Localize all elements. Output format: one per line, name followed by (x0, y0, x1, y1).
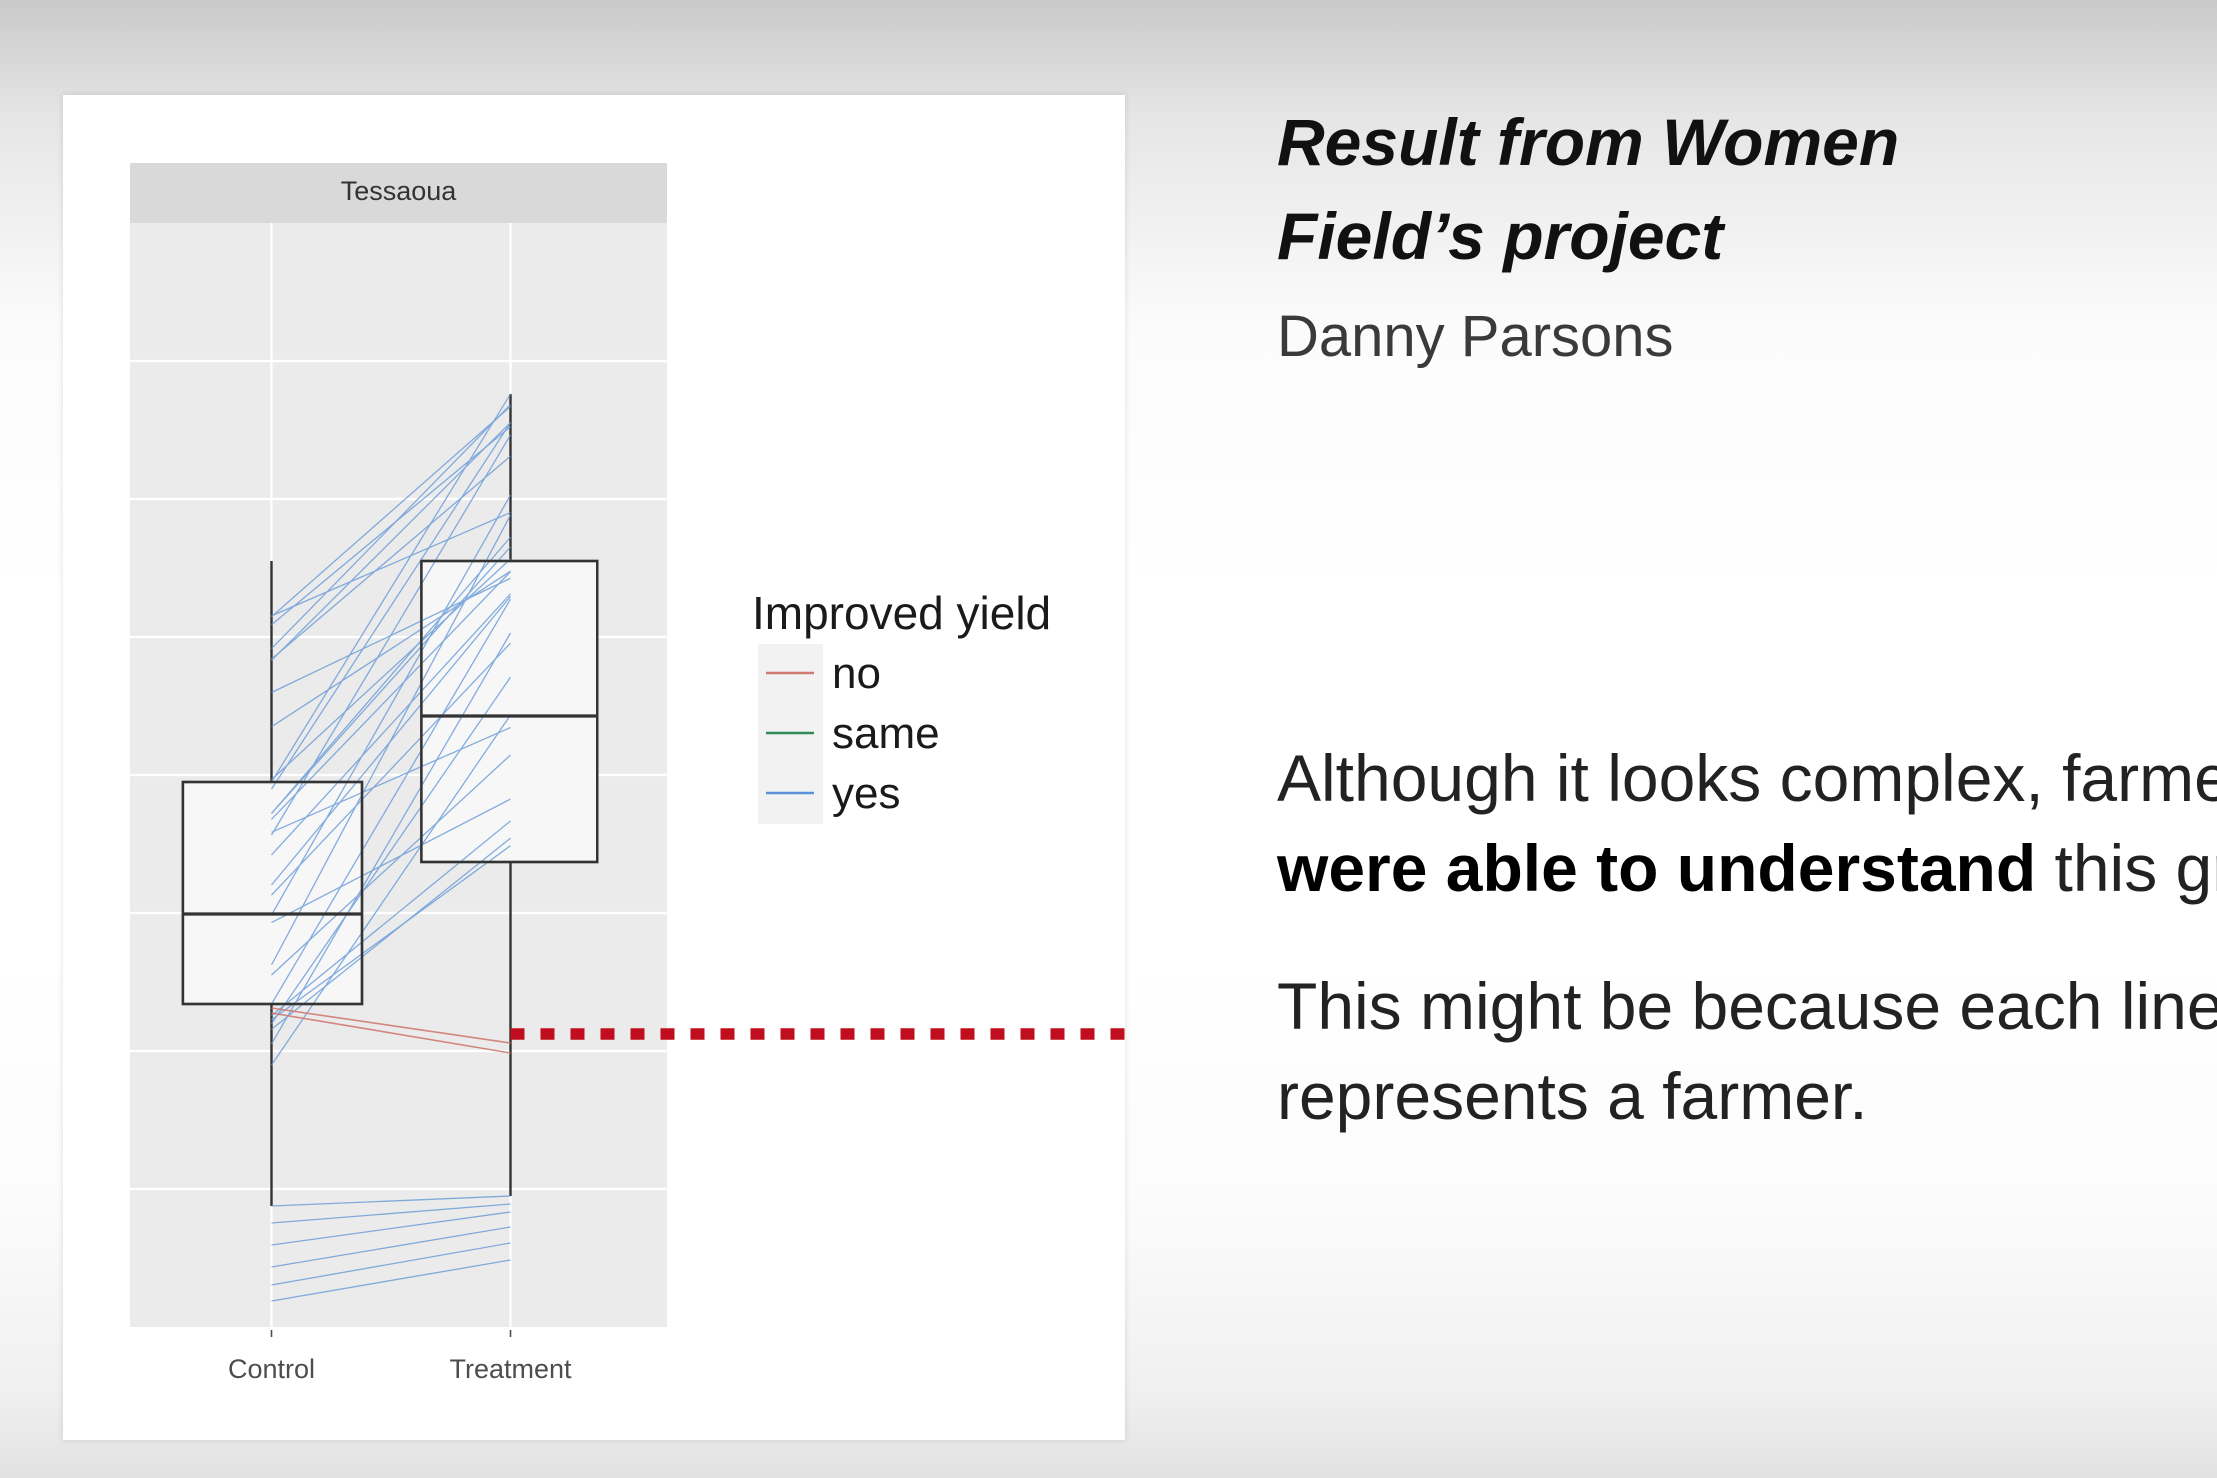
svg-text:Treatment: Treatment (449, 1354, 572, 1384)
svg-text:Tessaoua: Tessaoua (341, 176, 458, 206)
svg-text:Control: Control (228, 1354, 315, 1384)
svg-text:no: no (832, 649, 881, 698)
svg-text:yes: yes (832, 769, 900, 818)
svg-text:same: same (832, 709, 940, 758)
svg-text:Improved yield: Improved yield (752, 587, 1051, 639)
